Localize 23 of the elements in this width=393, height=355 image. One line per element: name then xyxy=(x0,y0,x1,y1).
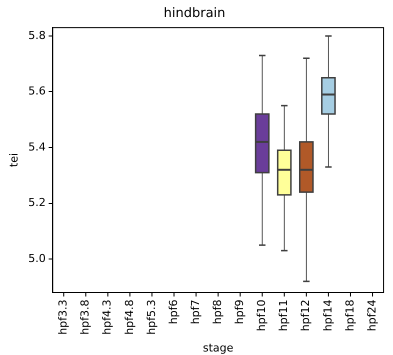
x-tick-label: hpf6 xyxy=(166,299,180,324)
x-tick-label: hpf14 xyxy=(321,299,334,332)
x-tick-label: hpf8 xyxy=(210,299,224,324)
x-tick-label: hpf7 xyxy=(188,299,202,324)
x-tick-label: hpf11 xyxy=(277,299,290,332)
y-tick-label: 5.8 xyxy=(28,28,46,42)
y-tick-label: 5.2 xyxy=(28,196,46,210)
x-tick-label: hpf24 xyxy=(365,299,378,332)
x-tick-label: hpf18 xyxy=(343,299,356,332)
x-tick-label: hpf5.3 xyxy=(144,299,158,335)
x-tick-label: hpf9 xyxy=(233,299,246,324)
x-tick-label: hpf10 xyxy=(255,299,268,332)
y-tick-label: 5.4 xyxy=(28,140,46,154)
y-axis-title: tei xyxy=(7,152,20,168)
x-tick-label: hpf3.3 xyxy=(56,299,70,335)
y-tick-label: 5.6 xyxy=(28,84,46,98)
x-tick-label: hpf4.3 xyxy=(100,299,114,335)
x-tick-label: hpf4.8 xyxy=(122,299,136,335)
x-tick-label: hpf12 xyxy=(299,299,312,332)
x-tick-label: hpf3.8 xyxy=(78,299,92,335)
chart-title: hindbrain xyxy=(164,6,226,22)
x-axis-title: stage xyxy=(202,341,234,354)
y-tick-label: 5.0 xyxy=(28,252,46,265)
